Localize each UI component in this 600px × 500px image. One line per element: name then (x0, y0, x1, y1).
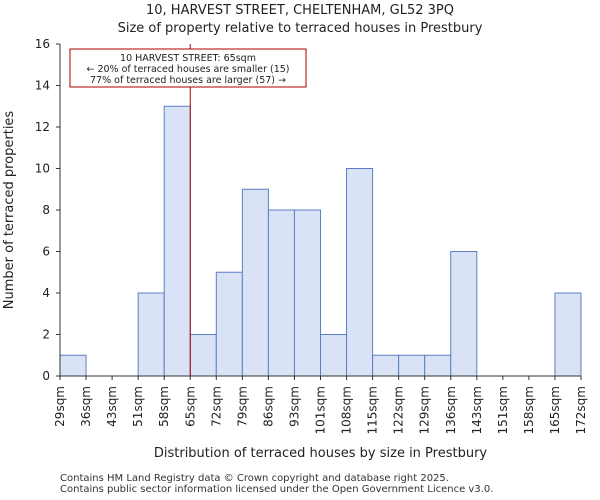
x-tick-label: 136sqm (444, 386, 458, 434)
x-tick-label: 122sqm (392, 386, 406, 434)
annotation-line-2: ← 20% of terraced houses are smaller (15… (86, 64, 289, 75)
bar-136sqm (450, 251, 478, 377)
x-tick-label: 143sqm (470, 386, 484, 434)
bar-122sqm (398, 354, 426, 377)
bar-65sqm (189, 334, 217, 377)
bar-101sqm (320, 334, 348, 377)
x-tick-label: 151sqm (496, 386, 510, 434)
annotation-border (69, 48, 307, 88)
x-tick-label: 86sqm (261, 386, 275, 427)
y-tick-label: 16 (35, 37, 50, 51)
y-tick-label: 8 (42, 203, 50, 217)
bar-129sqm (424, 354, 452, 377)
bar-51sqm (137, 292, 165, 377)
x-tick-label: 72sqm (209, 386, 223, 427)
x-ticks-group: 29sqm 36sqm 43sqm 51sqm 58sqm 65sqm 72sqm 79sqm… (53, 376, 588, 434)
x-tick-label: 108sqm (340, 386, 354, 434)
x-tick-label: 115sqm (366, 386, 380, 434)
bar-29sqm (59, 354, 87, 377)
y-tick-label: 10 (35, 162, 50, 176)
bars-group (59, 105, 582, 377)
bar-72sqm (215, 271, 243, 377)
x-tick-label: 129sqm (418, 386, 432, 434)
bar-86sqm (267, 209, 295, 377)
bar-79sqm (241, 188, 269, 377)
chart-title: 10, HARVEST STREET, CHELTENHAM, GL52 3PQ (146, 3, 454, 18)
annotation-box: 10 HARVEST STREET: 65sqm ← 20% of terrac… (69, 48, 307, 88)
x-tick-label: 29sqm (53, 386, 67, 427)
bar-165sqm (554, 292, 582, 377)
x-tick-label: 158sqm (522, 386, 536, 434)
x-tick-label: 58sqm (157, 386, 171, 427)
annotation-line-3: 77% of terraced houses are larger (57) → (90, 75, 286, 86)
x-tick-label: 101sqm (314, 386, 328, 434)
footer-line-1: Contains HM Land Registry data © Crown c… (60, 473, 449, 484)
x-tick-label: 79sqm (235, 386, 249, 427)
x-tick-label: 36sqm (79, 386, 93, 427)
y-tick-label: 2 (42, 328, 50, 342)
x-tick-label: 93sqm (287, 386, 301, 427)
x-tick-label: 43sqm (105, 386, 119, 427)
x-tick-label: 51sqm (131, 386, 145, 427)
bar-108sqm (346, 168, 374, 377)
footer-line-2: Contains public sector information licen… (60, 484, 494, 495)
y-tick-label: 4 (42, 286, 50, 300)
annotation-line-1: 10 HARVEST STREET: 65sqm (120, 53, 256, 64)
bar-93sqm (293, 209, 322, 377)
x-axis-label: Distribution of terraced houses by size … (154, 446, 488, 461)
y-tick-label: 12 (35, 120, 50, 134)
y-tick-label: 6 (42, 245, 50, 259)
y-ticks-group: 0 2 4 6 8 10 12 14 16 (35, 37, 60, 383)
x-tick-label: 165sqm (548, 386, 562, 434)
chart-subtitle: Size of property relative to terraced ho… (117, 21, 483, 36)
y-axis-label: Number of terraced properties (2, 111, 17, 310)
y-tick-label: 0 (42, 369, 50, 383)
bar-58sqm (163, 105, 191, 377)
x-tick-label: 65sqm (183, 386, 197, 427)
bar-115sqm (372, 354, 400, 377)
x-tick-label: 172sqm (574, 386, 588, 434)
y-tick-label: 14 (35, 79, 50, 93)
